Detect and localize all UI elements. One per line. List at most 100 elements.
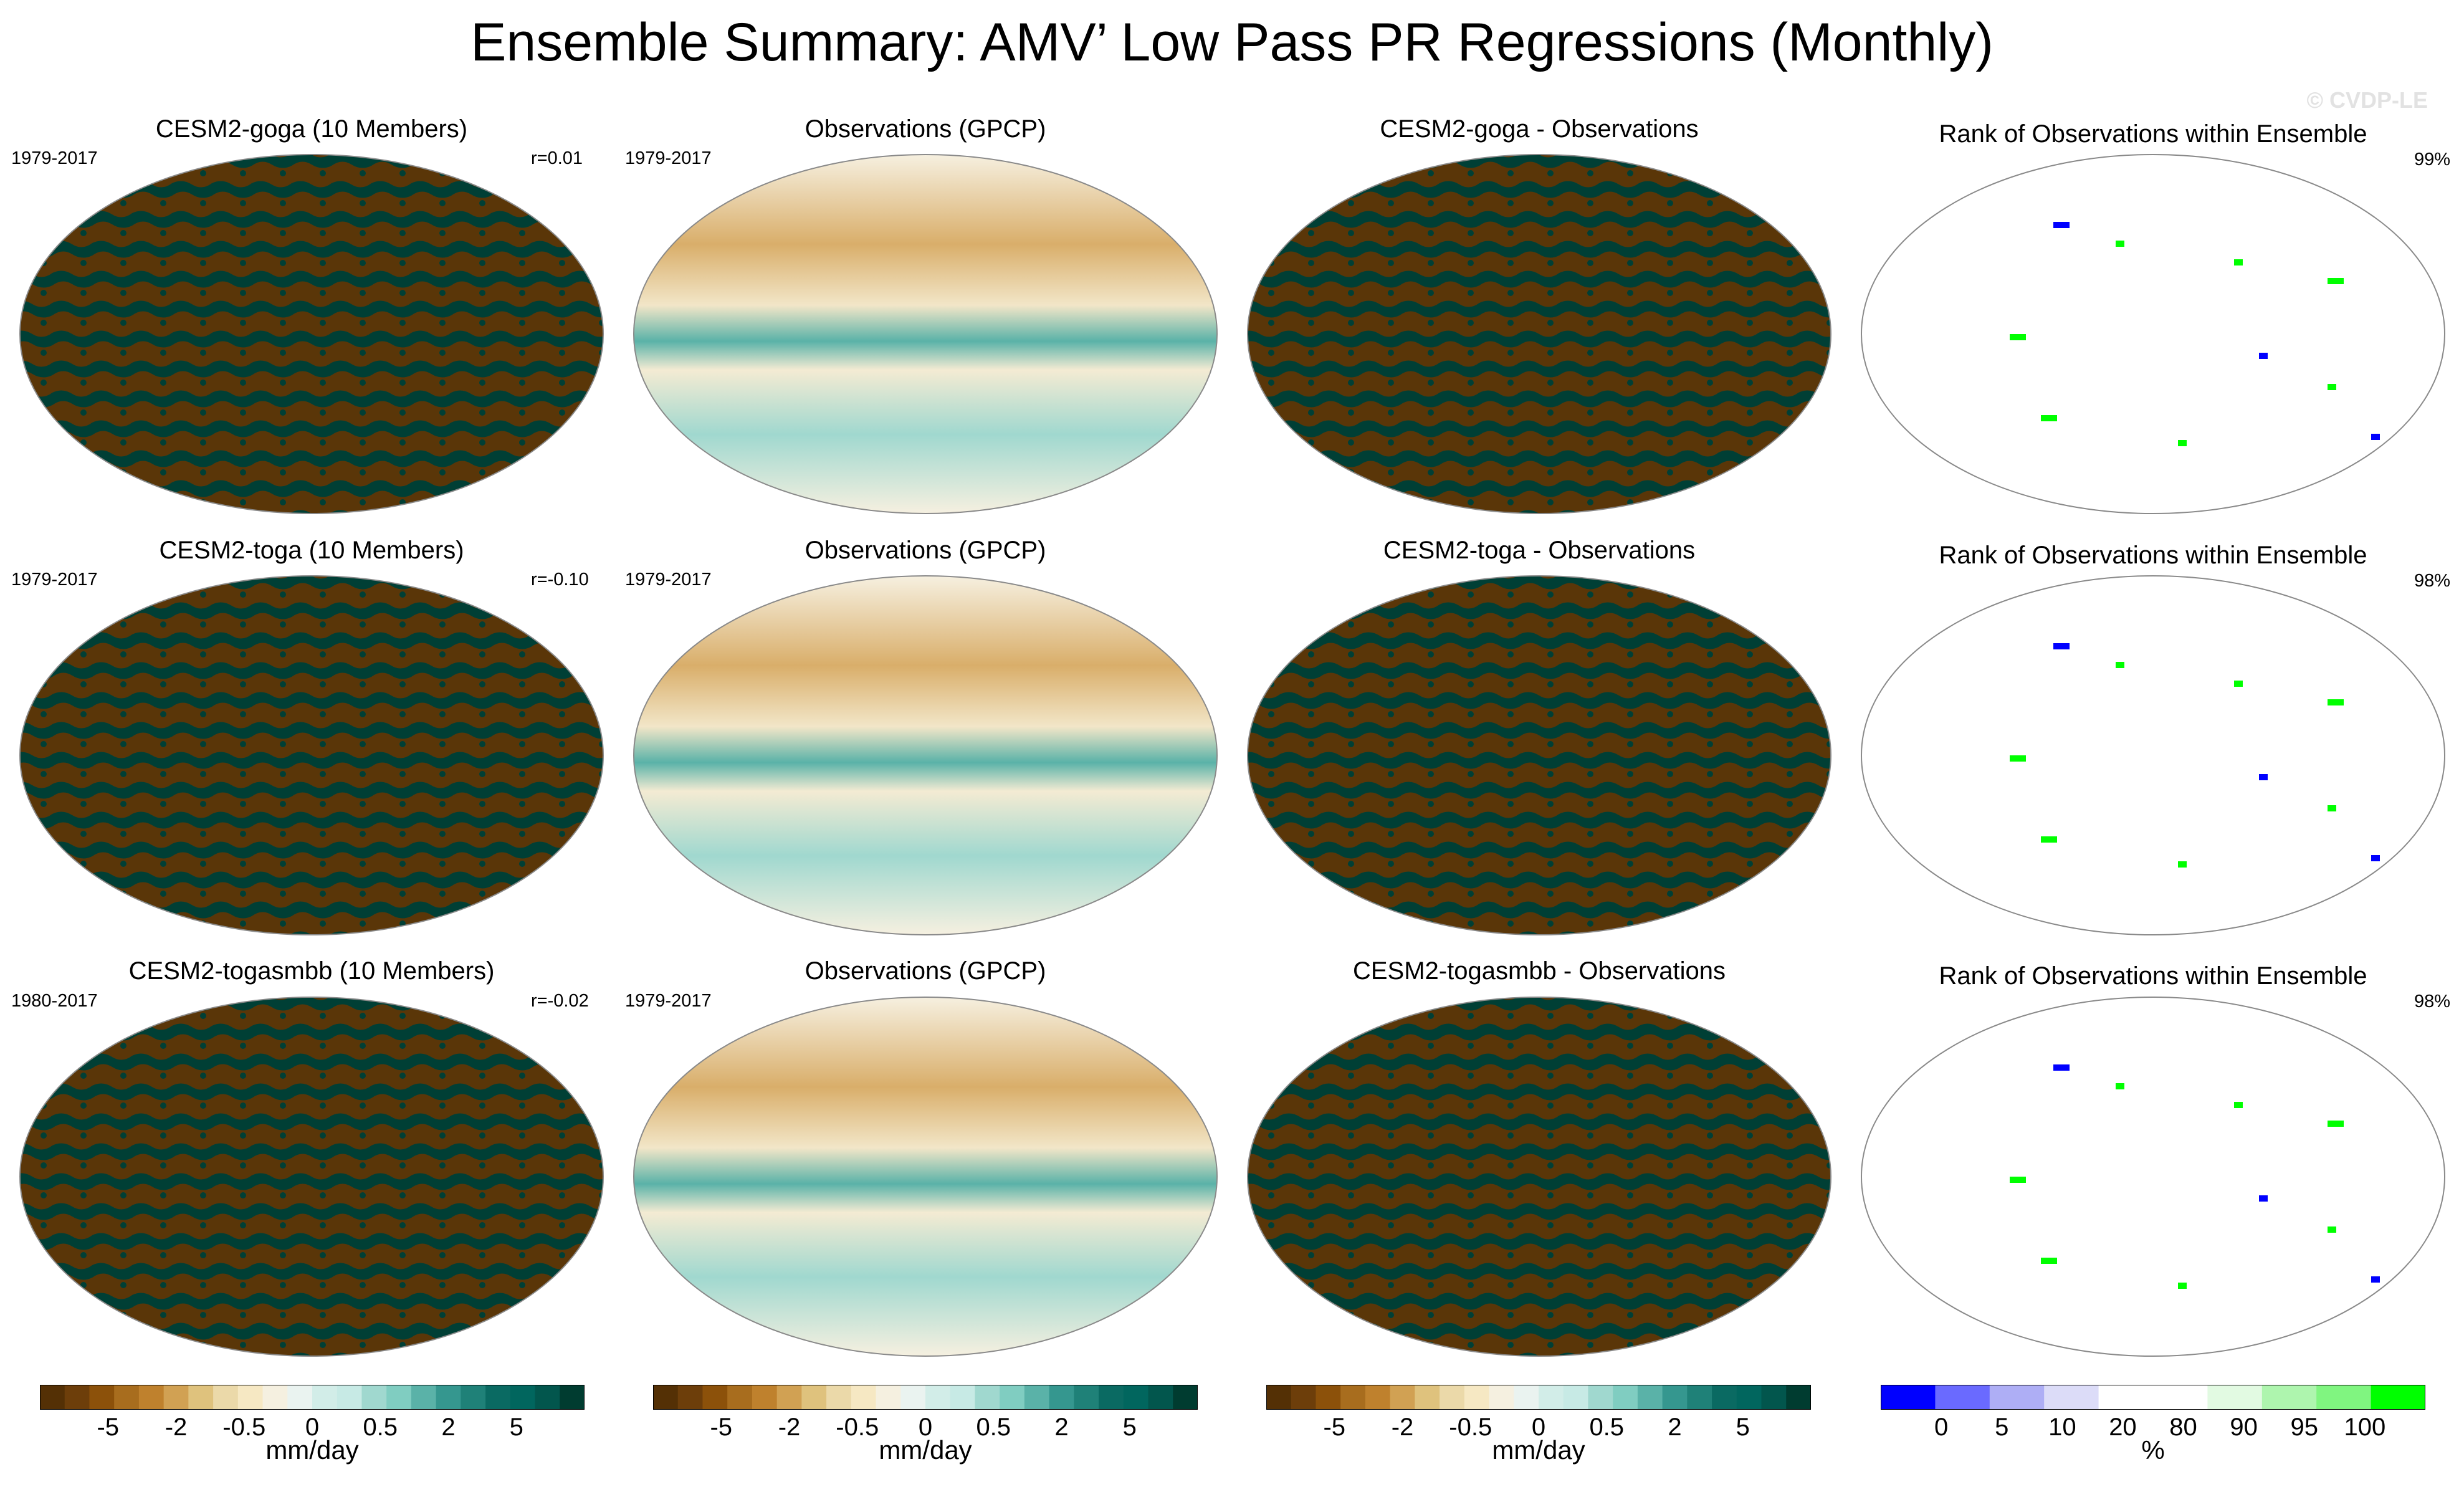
- colorbar-tick-label: 0: [918, 1413, 933, 1441]
- rank-mark: [2116, 241, 2124, 247]
- colorbar-tick-label: 5: [509, 1413, 523, 1441]
- rank-panel-title: Rank of Observations within Ensemble: [1939, 120, 2367, 148]
- colorbar-unit: %: [2141, 1435, 2165, 1465]
- rank-mark: [2328, 278, 2344, 284]
- colorbar-swatch: [1000, 1385, 1025, 1410]
- colorbar-swatch: [188, 1385, 214, 1410]
- colorbar-swatch: [1687, 1385, 1712, 1410]
- colorbar-swatch: [2207, 1385, 2263, 1410]
- diff-map-globe: [1247, 997, 1831, 1357]
- colorbar-frame: [653, 1385, 1198, 1410]
- colorbar-swatch: [361, 1385, 387, 1410]
- colorbar-swatch: [1881, 1385, 1936, 1410]
- obs-map: [633, 154, 1218, 514]
- colorbar-frame: [40, 1385, 585, 1410]
- colorbar-tick-label: 5: [1736, 1413, 1750, 1441]
- colorbar-swatch: [1539, 1385, 1564, 1410]
- diff-map: [1247, 997, 1831, 1357]
- rank-mark: [2328, 699, 2344, 705]
- rank-mark: [2328, 1226, 2336, 1233]
- model-map-globe: [19, 997, 604, 1357]
- colorbar-swatch: [1563, 1385, 1589, 1410]
- colorbar-swatch: [1173, 1385, 1198, 1410]
- rank-mark: [2053, 222, 2070, 228]
- colorbar-swatch: [1786, 1385, 1811, 1410]
- colorbar-swatch: [114, 1385, 140, 1410]
- colorbar-tick-label: 95: [2290, 1413, 2319, 1441]
- colorbar-tick-label: 90: [2230, 1413, 2258, 1441]
- colorbar-swatch: [776, 1385, 802, 1410]
- rank-mark: [2259, 1195, 2268, 1202]
- rank-percent-label: 99%: [2414, 150, 2451, 170]
- colorbar-swatch: [337, 1385, 363, 1410]
- colorbar-tick-label: -5: [97, 1413, 120, 1441]
- rank-mark: [2041, 1258, 2057, 1264]
- colorbar-tick-label: 10: [2048, 1413, 2076, 1441]
- colorbar-swatch: [1588, 1385, 1613, 1410]
- rank-mark: [2234, 259, 2243, 265]
- colorbar-swatch: [411, 1385, 437, 1410]
- diff-map-globe: [1247, 154, 1831, 514]
- rank-mark: [2010, 755, 2026, 762]
- colorbar-tick-label: 0.5: [1589, 1413, 1625, 1441]
- obs-map: [633, 575, 1218, 935]
- figure-title: Ensemble Summary: AMV’ Low Pass PR Regre…: [470, 12, 1994, 72]
- colorbar-tick-label: 0.5: [363, 1413, 398, 1441]
- colorbar-swatch: [677, 1385, 704, 1410]
- colorbar-swatch: [213, 1385, 239, 1410]
- colorbar-tick-label: 80: [2169, 1413, 2197, 1441]
- obs-years-label: 1979-2017: [625, 148, 712, 168]
- colorbar-swatch: [1024, 1385, 1050, 1410]
- rank-mark: [2259, 774, 2268, 780]
- colorbar-tick-label: 2: [1668, 1413, 1682, 1441]
- colorbar-tick-label: -0.5: [836, 1413, 879, 1441]
- colorbar-swatch: [1099, 1385, 1124, 1410]
- rank-mark: [2053, 643, 2070, 649]
- colorbar-unit: mm/day: [879, 1435, 972, 1465]
- rank-mark: [2178, 861, 2187, 868]
- colorbar-swatch: [975, 1385, 1000, 1410]
- colorbar-obs: [653, 1385, 1198, 1410]
- colorbar-swatch: [535, 1385, 560, 1410]
- colorbar-swatch: [1074, 1385, 1099, 1410]
- colorbar-swatch: [312, 1385, 338, 1410]
- diff-map: [1247, 575, 1831, 935]
- colorbar-swatch: [2316, 1385, 2372, 1410]
- colorbar-tick-label: 5: [1122, 1413, 1137, 1441]
- colorbar-swatch: [925, 1385, 951, 1410]
- colorbar-swatch: [1613, 1385, 1638, 1410]
- obs-map-globe: [633, 575, 1218, 935]
- model-panel-title: CESM2-togasmbb (10 Members): [128, 957, 495, 985]
- model-panel-title: CESM2-toga (10 Members): [159, 537, 464, 564]
- colorbar-unit: mm/day: [265, 1435, 359, 1465]
- colorbar-swatch: [1291, 1385, 1317, 1410]
- watermark: © CVDP-LE: [2306, 87, 2428, 113]
- colorbar-swatch: [1935, 1385, 1990, 1410]
- colorbar-tick-label: 2: [1054, 1413, 1069, 1441]
- colorbar-swatch: [2371, 1385, 2425, 1410]
- colorbar-swatch: [386, 1385, 412, 1410]
- colorbar-swatch: [876, 1385, 901, 1410]
- colorbar-tick-label: 0.5: [976, 1413, 1011, 1441]
- colorbar-swatch: [1464, 1385, 1490, 1410]
- colorbar-swatch: [1736, 1385, 1762, 1410]
- colorbar-frame: [1881, 1385, 2425, 1410]
- rank-panel-title: Rank of Observations within Ensemble: [1939, 962, 2367, 990]
- model-years-label: 1979-2017: [11, 570, 98, 590]
- colorbar-tick-label: -2: [1391, 1413, 1414, 1441]
- rank-mark: [2328, 1121, 2344, 1127]
- colorbar-unit: mm/day: [1492, 1435, 1585, 1465]
- colorbar-swatch: [1316, 1385, 1341, 1410]
- colorbar-swatch: [485, 1385, 511, 1410]
- obs-panel-title: Observations (GPCP): [805, 537, 1046, 564]
- colorbar-swatch: [64, 1385, 90, 1410]
- colorbar-tick-label: 0: [1531, 1413, 1546, 1441]
- colorbar-swatch: [461, 1385, 486, 1410]
- colorbar-swatch: [1123, 1385, 1149, 1410]
- model-years-label: 1979-2017: [11, 148, 98, 168]
- colorbar-tick-label: 0: [1934, 1413, 1949, 1441]
- colorbar-swatch: [2098, 1385, 2154, 1410]
- colorbar-diff: [1266, 1385, 1811, 1410]
- colorbar-model: [40, 1385, 585, 1410]
- model-years-label: 1980-2017: [11, 991, 98, 1011]
